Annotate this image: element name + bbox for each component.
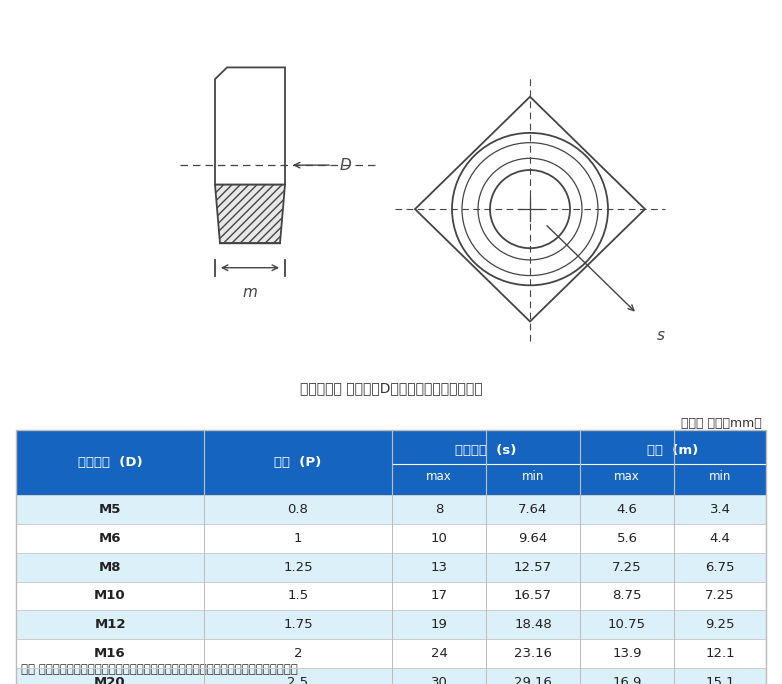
Text: D: D — [340, 157, 352, 172]
Text: M8: M8 — [99, 561, 121, 574]
Text: 17: 17 — [431, 590, 447, 603]
Bar — [16, 610, 766, 640]
Text: 3.4: 3.4 — [709, 503, 730, 516]
Text: 7.25: 7.25 — [705, 590, 735, 603]
Text: 1.75: 1.75 — [283, 618, 313, 631]
Text: 注： 产品参数仅供参考，具体参数以实物为准，如有严格尺寸要求请联系客服实测确认！: 注： 产品参数仅供参考，具体参数以实物为准，如有严格尺寸要求请联系客服实测确认！ — [21, 663, 298, 676]
Text: 4.6: 4.6 — [616, 503, 637, 516]
Bar — [16, 553, 766, 581]
Text: 9.25: 9.25 — [705, 618, 735, 631]
Text: max: max — [614, 471, 640, 484]
Text: 8: 8 — [435, 503, 443, 516]
Text: 24: 24 — [431, 647, 447, 660]
Text: 2: 2 — [294, 647, 303, 660]
Text: 厚度  (m): 厚度 (m) — [647, 445, 698, 458]
Text: M6: M6 — [99, 531, 121, 544]
Text: 六角对边  (s): 六角对边 (s) — [455, 445, 517, 458]
Text: 6.75: 6.75 — [705, 561, 735, 574]
Text: 18.48: 18.48 — [514, 618, 552, 631]
Text: M16: M16 — [94, 647, 126, 660]
Text: 30: 30 — [431, 676, 447, 684]
Text: max: max — [426, 471, 452, 484]
Text: 12.57: 12.57 — [514, 561, 552, 574]
Text: 4.4: 4.4 — [709, 531, 730, 544]
Text: min: min — [708, 471, 731, 484]
Text: 13: 13 — [431, 561, 447, 574]
Text: 9.64: 9.64 — [518, 531, 547, 544]
Text: 12.1: 12.1 — [705, 647, 735, 660]
Text: 8.75: 8.75 — [612, 590, 642, 603]
Bar — [16, 495, 766, 524]
Text: 公称直径  (D): 公称直径 (D) — [77, 456, 142, 469]
Text: 7.64: 7.64 — [518, 503, 547, 516]
Text: M5: M5 — [99, 503, 121, 516]
Bar — [16, 668, 766, 684]
Text: 螺距  (P): 螺距 (P) — [274, 456, 321, 469]
Text: 16.9: 16.9 — [612, 676, 642, 684]
Text: 19: 19 — [431, 618, 447, 631]
Text: s: s — [657, 328, 665, 343]
Text: 16.57: 16.57 — [514, 590, 552, 603]
Text: 15.1: 15.1 — [705, 676, 735, 684]
Text: 10: 10 — [431, 531, 447, 544]
Text: 0.8: 0.8 — [288, 503, 308, 516]
Text: 13.9: 13.9 — [612, 647, 642, 660]
Text: 单位： 毫米（mm）: 单位： 毫米（mm） — [681, 417, 762, 430]
Text: min: min — [522, 471, 544, 484]
Text: 7.25: 7.25 — [612, 561, 642, 574]
Text: M20: M20 — [94, 676, 126, 684]
Text: 尺寸标示： 公称直径D，螺杆直径多大就选多大: 尺寸标示： 公称直径D，螺杆直径多大就选多大 — [300, 381, 482, 395]
Text: 1: 1 — [294, 531, 303, 544]
Polygon shape — [215, 185, 285, 244]
Bar — [16, 524, 766, 553]
Text: M10: M10 — [94, 590, 126, 603]
Bar — [16, 581, 766, 610]
Bar — [16, 430, 766, 495]
Text: 2.5: 2.5 — [288, 676, 309, 684]
Text: 5.6: 5.6 — [616, 531, 637, 544]
Text: 1.5: 1.5 — [288, 590, 309, 603]
Text: M12: M12 — [95, 618, 126, 631]
Bar — [16, 640, 766, 668]
Text: 1.25: 1.25 — [283, 561, 313, 574]
Text: m: m — [242, 285, 257, 300]
Text: 29.16: 29.16 — [514, 676, 552, 684]
Text: 10.75: 10.75 — [608, 618, 646, 631]
Text: 23.16: 23.16 — [514, 647, 552, 660]
